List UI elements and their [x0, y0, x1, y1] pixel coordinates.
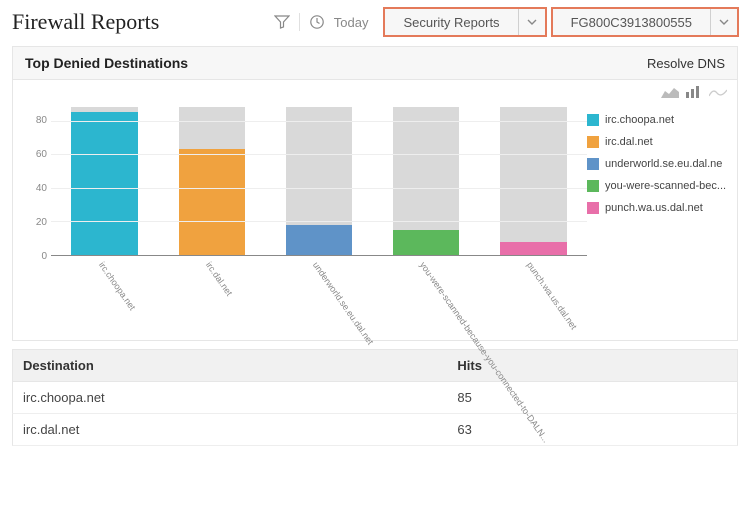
legend-label: underworld.se.eu.dal.ne — [605, 158, 722, 170]
line-chart-icon[interactable] — [709, 86, 727, 98]
legend-swatch — [587, 180, 599, 192]
panel-header: Top Denied Destinations Resolve DNS — [13, 47, 737, 80]
x-label-slot: underworld.se.eu.dal.net — [265, 256, 372, 336]
x-axis-labels: irc.choopa.net irc.dal.net underworld.se.e… — [51, 256, 587, 336]
bar-fill[interactable] — [286, 225, 352, 255]
bar-fill[interactable] — [71, 112, 137, 255]
bar-fill[interactable] — [500, 242, 566, 255]
cell-hits: 85 — [447, 382, 737, 413]
bar-fill[interactable] — [393, 230, 459, 255]
x-axis-label: irc.dal.net — [204, 260, 235, 298]
report-type-label: Security Reports — [385, 9, 518, 35]
bars-container — [51, 104, 587, 255]
x-axis-label: punch.wa.us.dal.net — [525, 260, 579, 331]
page-title: Firewall Reports — [12, 9, 159, 35]
legend-swatch — [587, 158, 599, 170]
x-label-slot: punch.wa.us.dal.net — [480, 256, 587, 336]
table-body: irc.choopa.net85irc.dal.net63 — [12, 382, 738, 446]
chevron-down-icon — [519, 9, 545, 35]
bar-background — [179, 107, 245, 255]
bar-background — [393, 107, 459, 255]
gridline — [51, 121, 587, 122]
bar-slot — [158, 104, 265, 255]
legend-item[interactable]: irc.choopa.net — [587, 114, 727, 126]
gridline — [51, 154, 587, 155]
cell-hits: 63 — [447, 414, 737, 445]
table-row[interactable]: irc.dal.net63 — [12, 414, 738, 446]
legend-item[interactable]: punch.wa.us.dal.net — [587, 202, 727, 214]
gridline — [51, 221, 587, 222]
page-header: Firewall Reports Today Security Reports … — [0, 0, 750, 42]
panel-body: 020406080 irc.choopa.net irc.dal.net under… — [13, 80, 737, 340]
chart-legend: irc.choopa.net irc.dal.net underworld.se.e… — [587, 86, 727, 336]
device-label: FG800C3913800555 — [553, 9, 711, 35]
clock-icon[interactable] — [306, 11, 328, 33]
legend-swatch — [587, 114, 599, 126]
bar-background — [71, 107, 137, 255]
x-axis-label: underworld.se.eu.dal.net — [311, 260, 376, 346]
bar-background — [500, 107, 566, 255]
table-header: Destination Hits — [12, 349, 738, 382]
table-row[interactable]: irc.choopa.net85 — [12, 382, 738, 414]
legend-item[interactable]: irc.dal.net — [587, 136, 727, 148]
x-label-slot: irc.dal.net — [158, 256, 265, 336]
legend-label: punch.wa.us.dal.net — [605, 202, 703, 214]
cell-destination: irc.choopa.net — [13, 382, 447, 413]
resolve-dns-button[interactable]: Resolve DNS — [647, 56, 725, 71]
legend-item[interactable]: underworld.se.eu.dal.ne — [587, 158, 727, 170]
legend-item[interactable]: you-were-scanned-bec... — [587, 180, 727, 192]
x-label-slot: you-were-scanned-because-you-connected-t… — [373, 256, 480, 336]
plot-area — [51, 104, 587, 256]
separator — [299, 13, 300, 31]
filter-icon[interactable] — [271, 11, 293, 33]
x-axis-label: irc.choopa.net — [96, 260, 137, 312]
chart-area: 020406080 irc.choopa.net irc.dal.net under… — [23, 86, 587, 336]
legend-swatch — [587, 202, 599, 214]
panel-title: Top Denied Destinations — [25, 55, 188, 71]
legend-swatch — [587, 136, 599, 148]
area-chart-icon[interactable] — [661, 86, 679, 98]
data-table: Destination Hits irc.choopa.net85irc.dal… — [12, 349, 738, 446]
bar-slot — [480, 104, 587, 255]
x-label-slot: irc.choopa.net — [51, 256, 158, 336]
report-type-dropdown[interactable]: Security Reports — [384, 8, 545, 36]
y-axis: 020406080 — [23, 104, 51, 256]
bar-slot — [51, 104, 158, 255]
cell-destination: irc.dal.net — [13, 414, 447, 445]
column-header-destination[interactable]: Destination — [13, 350, 447, 381]
time-range-label[interactable]: Today — [334, 15, 369, 30]
chart-panel: Top Denied Destinations Resolve DNS 0204… — [12, 46, 738, 341]
legend-label: irc.choopa.net — [605, 114, 674, 126]
gridline — [51, 188, 587, 189]
bar-chart-icon[interactable] — [685, 86, 703, 98]
chevron-down-icon — [711, 9, 737, 35]
chart-type-switcher — [661, 86, 727, 98]
bar-slot — [373, 104, 480, 255]
header-controls: Today Security Reports FG800C3913800555 — [271, 8, 738, 36]
chart-row: 020406080 irc.choopa.net irc.dal.net under… — [23, 86, 727, 336]
legend-label: you-were-scanned-bec... — [605, 180, 726, 192]
device-dropdown[interactable]: FG800C3913800555 — [552, 8, 738, 36]
bar-background — [286, 107, 352, 255]
legend-label: irc.dal.net — [605, 136, 653, 148]
bar-fill[interactable] — [179, 149, 245, 255]
bar-slot — [265, 104, 372, 255]
